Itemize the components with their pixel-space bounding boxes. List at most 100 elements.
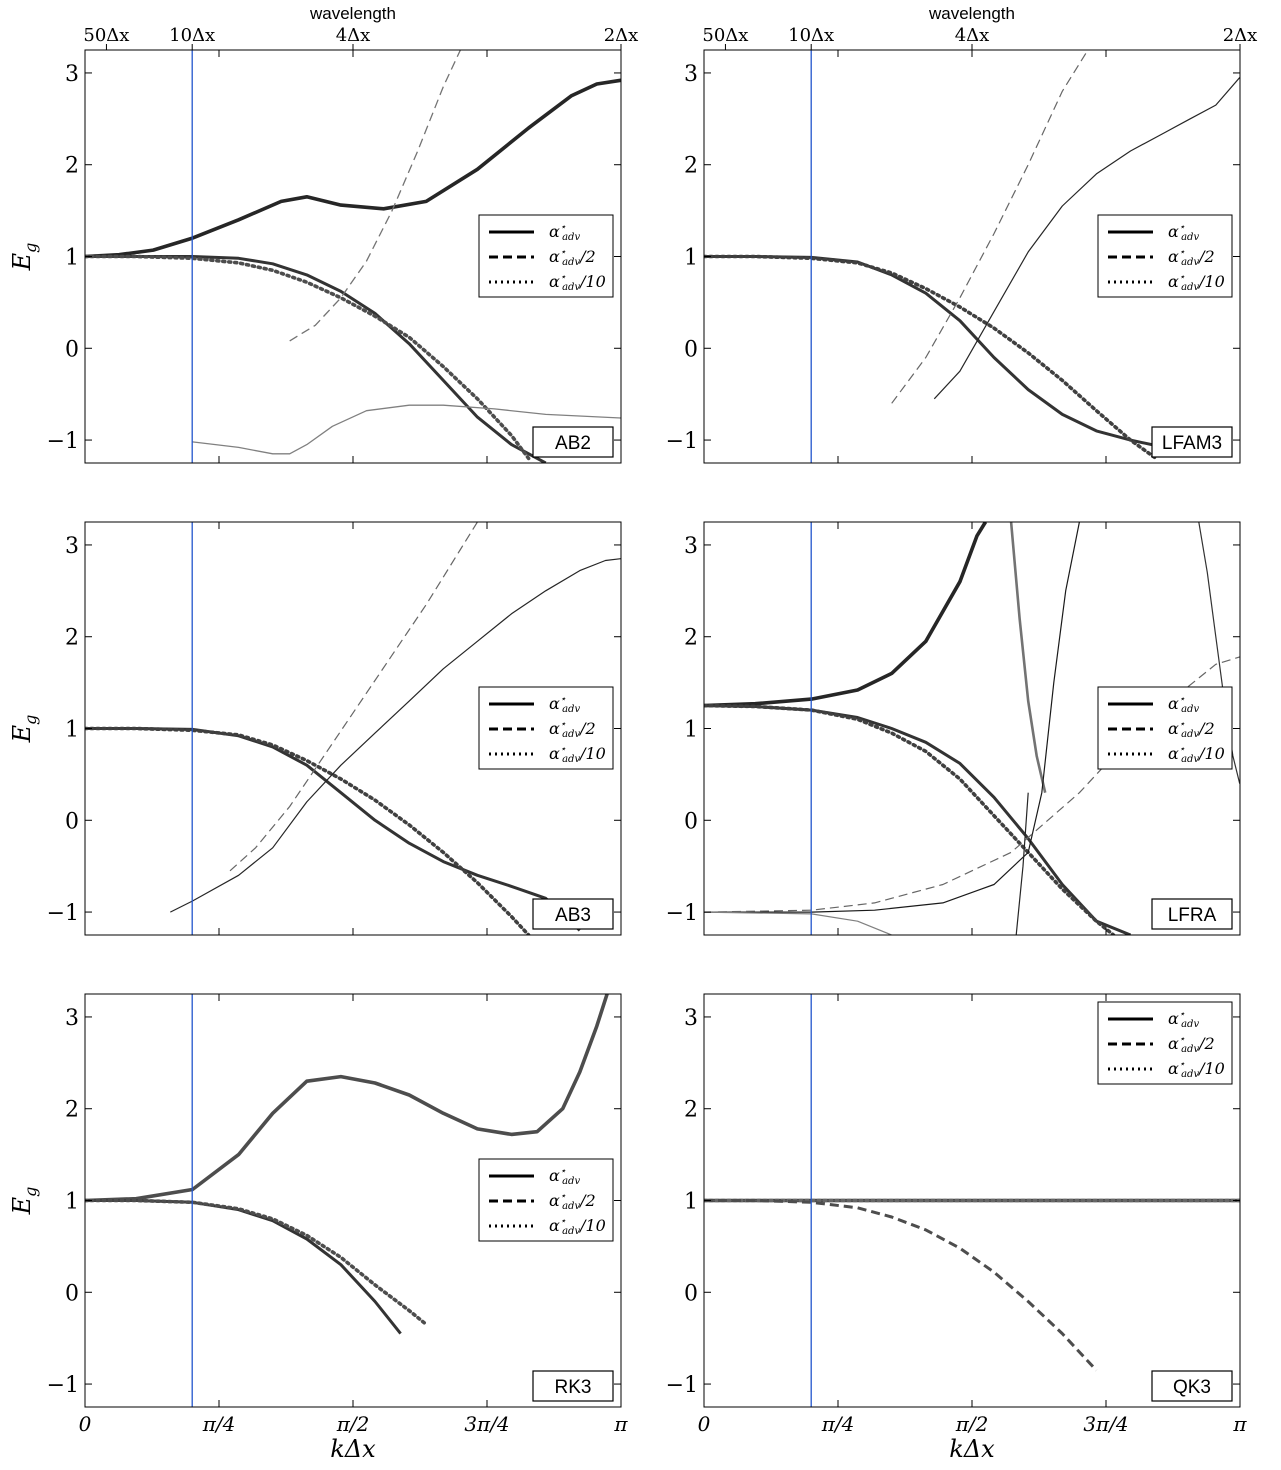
y-tick-label: 1 [684, 246, 698, 271]
legend-main: α [1168, 694, 1179, 713]
legend-label-dashed: α⋆ adv/2 [549, 247, 596, 268]
y-axis-label-main: E [8, 252, 36, 271]
y-axis-label-sub: g [21, 1187, 40, 1197]
scheme-name-label: LFRA [1168, 905, 1217, 926]
legend-main: α [549, 719, 560, 738]
legend-main: α [549, 247, 560, 266]
legend-main: α [549, 694, 560, 713]
y-tick-label: 1 [684, 1190, 698, 1215]
y-tick-label: 2 [65, 1098, 79, 1123]
y-axis-label-sub: g [21, 243, 40, 253]
top-tick-label: 10Δx [788, 25, 834, 46]
y-tick-label: 1 [65, 718, 79, 743]
legend-tail: /10 [1197, 744, 1225, 763]
y-tick-label: −1 [47, 429, 79, 454]
legend-sub: adv [562, 704, 580, 715]
x-tick-label: π [613, 1412, 628, 1436]
y-axis-label-sub: g [21, 715, 40, 725]
y-tick-label: 0 [684, 809, 698, 834]
scheme-name-label: AB2 [555, 433, 591, 454]
top-tick-label: 2Δx [604, 25, 639, 46]
legend-main: α [549, 744, 560, 763]
x-axis-label: kΔx [330, 1435, 376, 1463]
legend-tail: /2 [1197, 247, 1215, 266]
legend-main: α [1168, 1059, 1179, 1078]
legend-label-dashed: α⋆ adv/2 [1168, 719, 1215, 740]
y-tick-label: −1 [47, 1373, 79, 1398]
legend-sub: adv [1181, 1019, 1199, 1030]
legend-label-dotted: α⋆ adv/10 [1168, 1059, 1225, 1080]
legend-sub: adv [562, 729, 580, 740]
legend-main: α [1168, 1009, 1179, 1028]
legend-sub: adv [562, 1226, 580, 1237]
y-tick-label: −1 [666, 1373, 698, 1398]
legend-label-solid: α⋆ adv [1168, 1009, 1199, 1030]
legend-sub: adv [562, 754, 580, 765]
series-line-solid-6 [1198, 522, 1240, 784]
legend-sup: ⋆ [560, 744, 566, 755]
legend-sup: ⋆ [1179, 247, 1185, 258]
top-tick-label: 10Δx [169, 25, 215, 46]
x-tick-label: 0 [79, 1412, 92, 1436]
scheme-name-label: RK3 [555, 1377, 592, 1398]
y-tick-label: 2 [684, 1098, 698, 1123]
legend-sup: ⋆ [1179, 1009, 1185, 1020]
legend-sub: adv [1181, 704, 1199, 715]
y-tick-label: 2 [684, 154, 698, 179]
legend-sub: adv [1181, 1069, 1199, 1080]
series-line-solid-8 [704, 911, 892, 935]
x-axis-label: kΔx [949, 1435, 995, 1463]
legend-main: α [1168, 744, 1179, 763]
series-line-dotted-1 [85, 726, 531, 935]
legend-label-dotted: α⋆ adv/10 [549, 1216, 606, 1237]
scheme-name-label: QK3 [1173, 1377, 1211, 1398]
series-line-dashed-3 [229, 522, 478, 872]
y-tick-label: 0 [65, 337, 79, 362]
series-line-solid-0 [704, 522, 988, 708]
x-tick-label: 3π/4 [464, 1412, 509, 1436]
legend-main: α [549, 1216, 560, 1235]
x-tick-label: π/4 [821, 1412, 855, 1436]
series-line-solid-2 [933, 77, 1240, 400]
scheme-name-box [1151, 426, 1233, 458]
series-line-solid-1 [704, 704, 1132, 935]
y-tick-label: 2 [65, 154, 79, 179]
legend-sub: adv [562, 257, 580, 268]
legend-tail: /2 [1197, 719, 1215, 738]
y-tick-label: 2 [65, 626, 79, 651]
series-line-solid-0 [85, 78, 621, 259]
top-tick-label: 50Δx [83, 25, 129, 46]
legend-main: α [549, 272, 560, 291]
x-tick-label: 0 [698, 1412, 711, 1436]
legend-main: α [549, 1166, 560, 1185]
y-tick-label: −1 [47, 901, 79, 926]
legend-label-solid: α⋆ adv [1168, 222, 1199, 243]
y-tick-label: 3 [65, 534, 79, 559]
y-axis-label: Eg [8, 243, 40, 272]
legend-tail: /10 [578, 744, 606, 763]
y-tick-label: 1 [65, 246, 79, 271]
series-line-solid-2 [170, 558, 621, 913]
series-line-solid-0 [704, 255, 1166, 449]
x-tick-label: π [1232, 1412, 1247, 1436]
series-line-solid-4 [704, 522, 1080, 913]
legend-sup: ⋆ [560, 1216, 566, 1227]
legend-label-dashed: α⋆ adv/2 [1168, 1034, 1215, 1055]
scheme-name-box [532, 1370, 614, 1402]
y-axis-label-main: E [8, 724, 36, 743]
legend-tail: /10 [1197, 1059, 1225, 1078]
legend-sup: ⋆ [560, 247, 566, 258]
legend-main: α [1168, 719, 1179, 738]
legend-sub: adv [562, 232, 580, 243]
legend-label-dashed: α⋆ adv/2 [1168, 247, 1215, 268]
plot-area [704, 1198, 1240, 1372]
legend-main: α [1168, 222, 1179, 241]
legend-sub: adv [1181, 729, 1199, 740]
legend-sup: ⋆ [1179, 1059, 1185, 1070]
